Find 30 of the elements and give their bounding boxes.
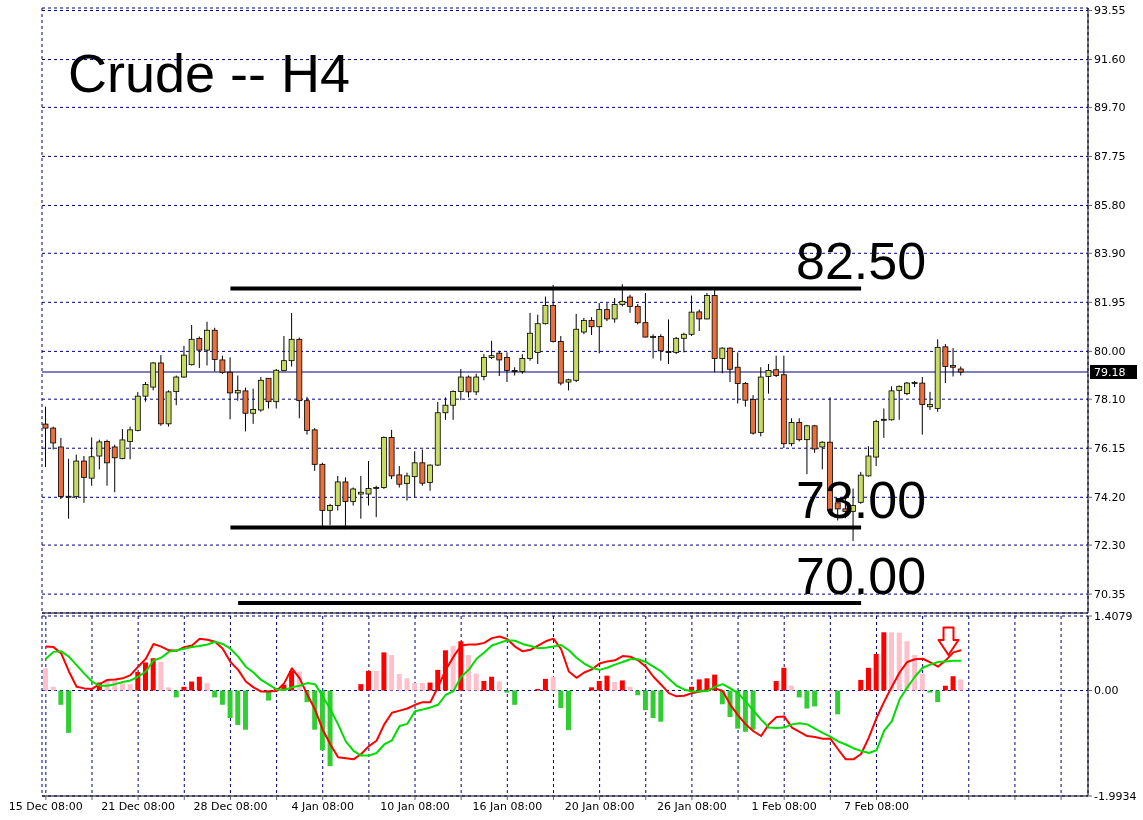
ref-line-label: 79.18 [1094, 366, 1126, 380]
text: Crude -- H4 [68, 43, 351, 103]
y-tick-label: 0.00 [1094, 684, 1119, 698]
y-tick-label: 72.30 [1094, 538, 1126, 552]
y-tick-label: 83.90 [1094, 247, 1126, 261]
x-tick-label: 15 Dec 08:00 [8, 799, 83, 813]
y-tick-label: 80.00 [1094, 345, 1126, 359]
x-tick-label: 1 Feb 08:00 [751, 799, 817, 813]
x-tick-label: 7 Feb 08:00 [843, 799, 910, 813]
y-tick-label: 91.60 [1094, 53, 1126, 67]
y-tick-label: 93.55 [1094, 4, 1126, 18]
y-tick-label: 70.35 [1094, 588, 1126, 602]
series-label: 82.50 [796, 232, 927, 291]
y-tick-label: -1.9934 [1094, 789, 1137, 803]
y-tick-label: 89.70 [1094, 101, 1126, 115]
y-tick-label: 85.80 [1094, 199, 1126, 213]
x-tick-label: 21 Dec 08:00 [101, 799, 176, 813]
x-tick-label: 4 Jan 08:00 [291, 799, 355, 813]
y-tick-label: 1.4079 [1094, 609, 1133, 623]
y-tick-label: 76.15 [1094, 442, 1126, 456]
x-tick-label: 26 Jan 08:00 [657, 799, 727, 813]
series-label: 70.00 [796, 546, 927, 605]
x-tick-label: 28 Dec 08:00 [193, 799, 268, 813]
y-tick-label: 81.95 [1094, 296, 1126, 310]
y-tick-label: 74.20 [1094, 491, 1126, 505]
x-tick-label: 20 Jan 08:00 [564, 799, 635, 813]
y-tick-label: 78.10 [1094, 393, 1126, 407]
x-tick-label: 16 Jan 08:00 [472, 799, 543, 813]
y-tick-label: 87.75 [1094, 150, 1126, 164]
x-tick-label: 10 Jan 08:00 [380, 799, 450, 813]
